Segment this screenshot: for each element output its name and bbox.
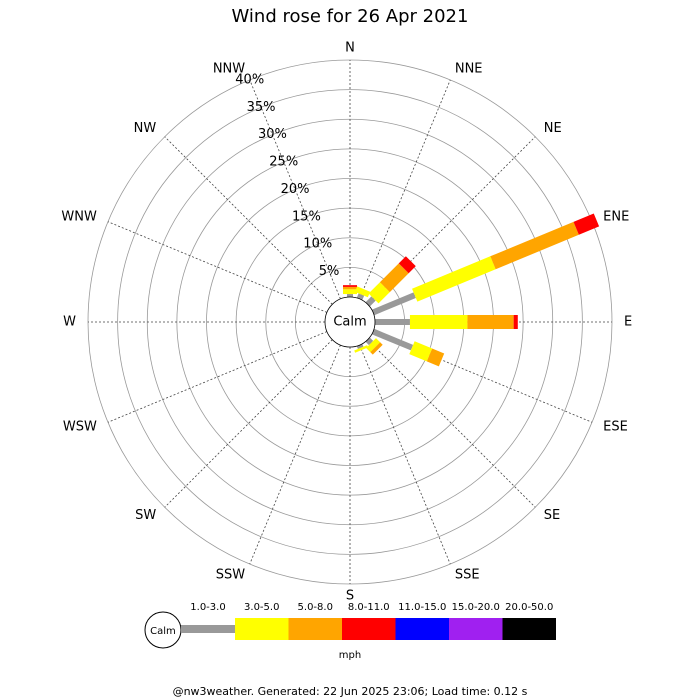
spoke [359,344,451,565]
legend-calm-label: Calm [150,626,176,637]
radial-tick-label: 35% [247,100,276,115]
spoke [367,136,536,305]
direction-label: NNW [213,61,245,76]
legend-swatch [502,618,556,640]
spoke [372,331,593,423]
calm-circle [324,296,376,348]
direction-label: W [63,315,76,330]
bar-segment [354,345,369,353]
spoke [164,136,333,305]
direction-label: SSE [455,568,480,583]
bar-segment [371,292,416,316]
bar-segment [412,256,496,302]
legend-label: 3.0-5.0 [244,602,279,613]
spoke [359,79,451,300]
bar-segment [409,341,433,362]
direction-label: NE [544,121,562,136]
spoke [164,339,333,508]
radial-tick-label: 20% [281,182,310,197]
radial-tick-label: 30% [258,127,287,142]
bar-segment [368,282,390,304]
legend-label: 20.0-50.0 [505,602,553,613]
bar-segment [398,256,416,274]
direction-label: N [345,41,355,56]
radial-tick-label: 25% [269,155,298,170]
bar-segment [370,342,383,355]
bar-segment [426,348,445,367]
direction-label: WSW [63,419,97,434]
chart-title: Wind rose for 26 Apr 2021 [232,6,469,27]
direction-label: NNE [455,61,483,76]
spoke [249,79,341,300]
bar-segment [354,286,371,298]
legend-swatch [395,618,449,640]
legend-label: 11.0-15.0 [398,602,446,613]
radial-tick-label: 5% [319,264,340,279]
legend-swatch [181,625,235,633]
bar-segment [366,338,381,353]
direction-label: E [624,315,632,330]
bar-segment [356,293,365,301]
direction-label: SW [135,508,156,523]
direction-label: ESE [603,419,628,434]
grid-ring [117,89,583,555]
bar-segment [379,263,409,293]
direction-label: ENE [603,210,629,225]
legend-label: 15.0-20.0 [452,602,500,613]
spoke [107,221,328,313]
legend-swatch [342,618,396,640]
direction-label: S [346,589,354,604]
direction-label: WNW [61,210,97,225]
radial-tick-label: 15% [292,209,321,224]
bar-segment [356,343,364,349]
legend-label: 8.0-11.0 [348,602,390,613]
radial-tick-label: 40% [235,72,264,87]
bar-segment [371,328,414,351]
legend-label: 1.0-3.0 [190,602,225,613]
bar-segment [573,213,600,235]
spoke [107,331,328,423]
direction-label: SE [544,508,560,523]
radial-tick-label: 10% [303,237,332,252]
bar-segment [490,221,579,270]
legend-swatch [288,618,342,640]
legend-swatch [235,618,289,640]
legend-unit: mph [339,650,361,661]
calm-label: Calm [333,315,366,330]
footer: @nw3weather. Generated: 22 Jun 2025 23:0… [173,685,528,698]
spoke [249,344,341,565]
bar-segment [365,296,376,307]
bar-segment [365,337,374,346]
legend-swatch [449,618,503,640]
direction-label: SSW [216,568,246,583]
spoke [367,339,536,508]
legend-label: 5.0-8.0 [298,602,333,613]
direction-label: NW [134,121,157,136]
